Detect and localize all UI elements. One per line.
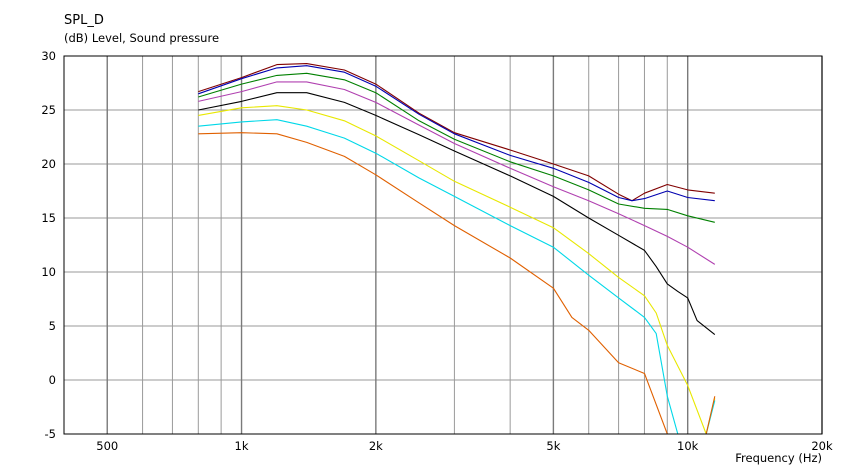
x-tick-label: 5k — [546, 439, 560, 453]
series-line-7 — [198, 119, 716, 434]
x-tick-label: 10k — [677, 439, 699, 453]
series-line-5 — [198, 92, 716, 336]
plot-frame — [63, 55, 823, 435]
chart-title: SPL_D — [64, 13, 104, 28]
y-tick-label: 5 — [49, 319, 56, 333]
series-line-4 — [198, 81, 716, 265]
y-tick-label: 20 — [41, 157, 56, 171]
x-axis-label: Frequency (Hz) — [735, 451, 822, 465]
y-tick-label: 10 — [41, 265, 56, 279]
series-line-1 — [198, 63, 715, 202]
y-tick-label: 25 — [41, 103, 56, 117]
x-tick-label: 1k — [235, 439, 249, 453]
y-axis-label: (dB) Level, Sound pressure — [64, 31, 220, 45]
y-tick-label: 15 — [41, 211, 56, 225]
y-tick-label: 0 — [49, 373, 56, 387]
x-tick-label: 20k — [811, 439, 833, 453]
series-line-3 — [198, 72, 715, 223]
x-tick-label: 2k — [369, 439, 383, 453]
x-tick-label: 500 — [96, 439, 118, 453]
series-line-8 — [198, 132, 716, 434]
grid — [64, 55, 823, 435]
y-tick-label: -5 — [45, 427, 56, 441]
tick-labels: 30 25 20 15 10 5 0 -5 500 1k 2k 5k 10k 20k — [41, 49, 833, 453]
series-line-6 — [198, 105, 716, 434]
y-tick-label: 30 — [41, 49, 56, 63]
series-group — [198, 63, 716, 434]
series-line-2 — [198, 65, 715, 202]
